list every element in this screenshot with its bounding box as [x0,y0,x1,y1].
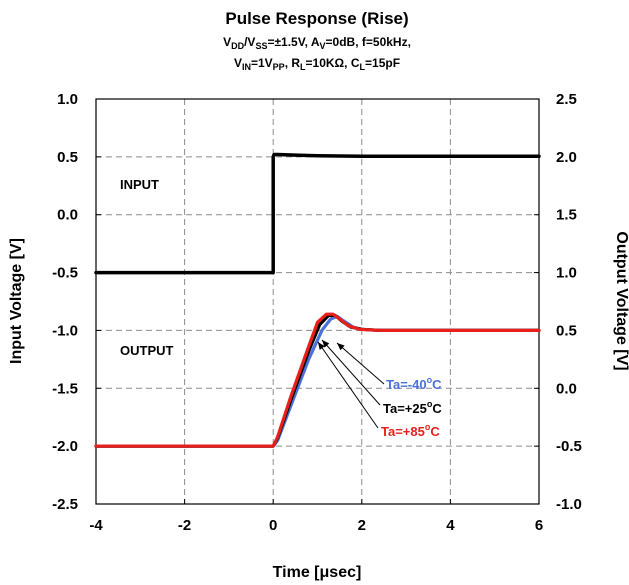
temp-unit: C [432,377,442,392]
right-y-tick-label: 1.0 [556,265,577,282]
x-tick-label: 6 [535,517,543,534]
temp-label-value: Ta=+85 [381,424,425,439]
temp-label-3: Ta=+85oC [381,422,440,439]
x-axis-label: Time [μsec] [273,564,362,581]
subtitle-subscript: SS [255,41,267,51]
left-y-tick-label: -0.5 [52,265,78,282]
subtitle-segment: /V [244,35,255,49]
subtitle-segment: =1V [251,56,273,70]
input-label: INPUT [120,177,159,192]
subtitle-subscript: DD [231,41,244,51]
leader-arrowhead [318,342,325,350]
left-y-tick-label: 0.5 [57,149,78,166]
right-y-tick-label: -0.5 [556,438,582,455]
temp-label-2: Ta=+25oC [383,399,442,416]
series-lines [94,152,541,448]
left-y-tick-label: -2.5 [52,496,78,513]
leader-arrowhead [322,340,330,348]
subtitle-subscript: L [300,62,306,72]
chart-subtitle-line2: VIN=1VPP, RL=10KΩ, CL=15pF [234,56,400,72]
right-y-tick-label: 0.5 [556,322,577,339]
subtitle-subscript: L [360,62,366,72]
x-tick-label: 4 [446,517,455,534]
chart-subtitle-line1: VDD/VSS=±1.5V, AV=0dB, f=50kHz, [223,35,411,51]
leader-line [321,339,381,406]
subtitle-subscript: PP [273,62,285,72]
subtitle-segment: V [223,35,231,49]
subtitle-segment: V [234,56,242,70]
temp-unit: C [432,401,442,416]
series-line-output-1 [94,314,541,448]
subtitle-segment: =±1.5V, A [267,35,319,49]
x-tick-label: 2 [358,517,366,534]
x-tick-label: -2 [178,517,191,534]
right-y-tick-label: -1.0 [556,496,582,513]
x-tick-label: 0 [269,517,277,534]
right-y-tick-label: 0.0 [556,380,577,397]
x-tick-label: -4 [89,517,103,534]
degree-sup: o [427,399,433,409]
left-y-tick-label: -2.0 [52,438,78,455]
right-y-axis-label: Output Voltage [V] [613,231,629,370]
left-y-tick-label: -1.0 [52,322,78,339]
temp-unit: C [430,424,440,439]
degree-sup: o [427,375,433,385]
subtitle-segment: =10KΩ, C [306,56,360,70]
temp-label-value: Ta=+25 [383,401,427,416]
series-line-input [94,152,541,275]
output-label: OUTPUT [120,343,174,358]
leader-arrowhead [337,343,345,351]
subtitle-segment: =15pF [365,56,400,70]
right-y-tick-label: 2.5 [556,91,577,108]
temp-label-1: Ta=-40oC [386,375,442,392]
subtitle-subscript: V [320,41,326,51]
axis-ticks: -4 -2 0 2 4 6 1.0 0.5 0.0 -0.5 -1.0 -1.5 -2.0 -2.5 2.5… [52,91,582,534]
left-y-tick-label: -1.5 [52,380,78,397]
chart-title: Pulse Response (Rise) [225,9,408,28]
plot-frame [95,98,540,505]
leader-line [336,342,385,385]
subtitle-segment: , R [285,56,301,70]
series-line-output-3 [94,312,541,448]
left-y-tick-label: 0.0 [57,207,78,224]
grid-lines [96,99,539,504]
subtitle-subscript: IN [242,62,251,72]
left-y-tick-label: 1.0 [57,91,78,108]
temp-label-value: Ta=-40 [386,377,427,392]
degree-sup: o [425,422,431,432]
left-y-axis-label: Input Voltage [V] [8,238,25,364]
subtitle-segment: =0dB, f=50kHz, [326,35,411,49]
right-y-tick-label: 2.0 [556,149,577,166]
right-y-tick-label: 1.5 [556,207,577,224]
leader-line [317,341,379,429]
series-line-output-2 [94,313,541,448]
